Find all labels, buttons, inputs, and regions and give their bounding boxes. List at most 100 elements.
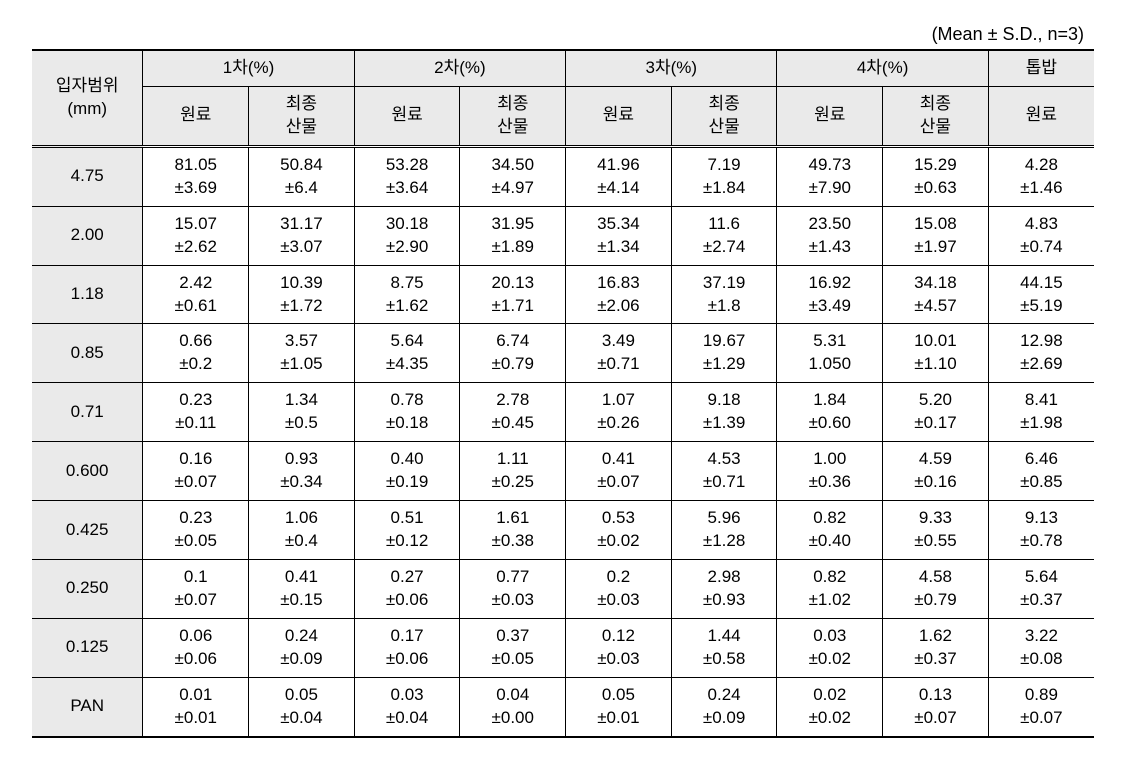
cell: 30.18±2.90 bbox=[354, 206, 460, 265]
header-rowcol-l1: 입자범위 bbox=[36, 75, 138, 98]
header-sub-4a: 원료 bbox=[777, 86, 883, 146]
cell: 0.37±0.05 bbox=[460, 618, 566, 677]
header-sub-2a: 원료 bbox=[354, 86, 460, 146]
cell: 1.84±0.60 bbox=[777, 383, 883, 442]
cell: 0.77±0.03 bbox=[460, 559, 566, 618]
cell: 8.75±1.62 bbox=[354, 265, 460, 324]
cell: 0.12±0.03 bbox=[566, 618, 672, 677]
cell: 0.16±0.07 bbox=[143, 442, 249, 501]
cell: 35.34±1.34 bbox=[566, 206, 672, 265]
cell: 0.1±0.07 bbox=[143, 559, 249, 618]
header-group-3: 3차(%) bbox=[566, 50, 777, 86]
cell: 0.41±0.07 bbox=[566, 442, 672, 501]
table-row: 0.710.23±0.111.34±0.50.78±0.182.78±0.451… bbox=[32, 383, 1094, 442]
cell: 5.20±0.17 bbox=[883, 383, 989, 442]
particle-size-table: 입자범위 (mm) 1차(%) 2차(%) 3차(%) 4차(%) 톱밥 원료 … bbox=[32, 49, 1094, 738]
cell: 0.2±0.03 bbox=[566, 559, 672, 618]
cell: 9.33±0.55 bbox=[883, 501, 989, 560]
cell: 50.84±6.4 bbox=[249, 146, 355, 206]
cell: 4.83±0.74 bbox=[988, 206, 1094, 265]
header-tail-title: 톱밥 bbox=[988, 50, 1094, 86]
header-tail-sub: 원료 bbox=[988, 86, 1094, 146]
cell: 0.01±0.01 bbox=[143, 677, 249, 736]
cell: 23.50±1.43 bbox=[777, 206, 883, 265]
cell: 2.98±0.93 bbox=[671, 559, 777, 618]
cell: 3.57±1.05 bbox=[249, 324, 355, 383]
cell: 5.311.050 bbox=[777, 324, 883, 383]
cell: 0.03±0.02 bbox=[777, 618, 883, 677]
cell: 34.18±4.57 bbox=[883, 265, 989, 324]
cell: 0.82±0.40 bbox=[777, 501, 883, 560]
cell: 0.82±1.02 bbox=[777, 559, 883, 618]
header-sub-1a: 원료 bbox=[143, 86, 249, 146]
cell: 0.06±0.06 bbox=[143, 618, 249, 677]
cell: 31.95±1.89 bbox=[460, 206, 566, 265]
table-row: PAN0.01±0.010.05±0.040.03±0.040.04±0.000… bbox=[32, 677, 1094, 736]
cell: 37.19±1.8 bbox=[671, 265, 777, 324]
cell: 0.51±0.12 bbox=[354, 501, 460, 560]
cell: 0.66±0.2 bbox=[143, 324, 249, 383]
cell: 1.44±0.58 bbox=[671, 618, 777, 677]
cell: 31.17±3.07 bbox=[249, 206, 355, 265]
cell: 1.00±0.36 bbox=[777, 442, 883, 501]
cell: 15.07±2.62 bbox=[143, 206, 249, 265]
header-group-1: 1차(%) bbox=[143, 50, 354, 86]
cell: 5.64±0.37 bbox=[988, 559, 1094, 618]
row-label: 0.85 bbox=[32, 324, 143, 383]
cell: 3.22±0.08 bbox=[988, 618, 1094, 677]
row-label: 1.18 bbox=[32, 265, 143, 324]
cell: 9.18±1.39 bbox=[671, 383, 777, 442]
cell: 0.27±0.06 bbox=[354, 559, 460, 618]
row-label: 0.600 bbox=[32, 442, 143, 501]
cell: 0.02±0.02 bbox=[777, 677, 883, 736]
header-sub-3b: 최종산물 bbox=[671, 86, 777, 146]
cell: 15.29±0.63 bbox=[883, 146, 989, 206]
row-label: 2.00 bbox=[32, 206, 143, 265]
cell: 81.05±3.69 bbox=[143, 146, 249, 206]
cell: 0.05±0.01 bbox=[566, 677, 672, 736]
table-row: 0.4250.23±0.051.06±0.40.51±0.121.61±0.38… bbox=[32, 501, 1094, 560]
header-sub-4b: 최종산물 bbox=[883, 86, 989, 146]
cell: 10.01±1.10 bbox=[883, 324, 989, 383]
cell: 8.41±1.98 bbox=[988, 383, 1094, 442]
cell: 11.6±2.74 bbox=[671, 206, 777, 265]
cell: 1.62±0.37 bbox=[883, 618, 989, 677]
cell: 0.23±0.05 bbox=[143, 501, 249, 560]
cell: 0.13±0.07 bbox=[883, 677, 989, 736]
header-rowcol-l2: (mm) bbox=[36, 98, 138, 121]
cell: 0.41±0.15 bbox=[249, 559, 355, 618]
cell: 0.53±0.02 bbox=[566, 501, 672, 560]
cell: 0.23±0.11 bbox=[143, 383, 249, 442]
cell: 0.78±0.18 bbox=[354, 383, 460, 442]
header-rowcol: 입자범위 (mm) bbox=[32, 50, 143, 146]
row-label: 0.425 bbox=[32, 501, 143, 560]
table-header: 입자범위 (mm) 1차(%) 2차(%) 3차(%) 4차(%) 톱밥 원료 … bbox=[32, 50, 1094, 146]
cell: 16.83±2.06 bbox=[566, 265, 672, 324]
cell: 0.17±0.06 bbox=[354, 618, 460, 677]
table-row: 4.7581.05±3.6950.84±6.453.28±3.6434.50±4… bbox=[32, 146, 1094, 206]
cell: 41.96±4.14 bbox=[566, 146, 672, 206]
cell: 6.46±0.85 bbox=[988, 442, 1094, 501]
cell: 0.89±0.07 bbox=[988, 677, 1094, 736]
table-row: 0.1250.06±0.060.24±0.090.17±0.060.37±0.0… bbox=[32, 618, 1094, 677]
row-label: 0.250 bbox=[32, 559, 143, 618]
table-row: 0.6000.16±0.070.93±0.340.40±0.191.11±0.2… bbox=[32, 442, 1094, 501]
cell: 34.50±4.97 bbox=[460, 146, 566, 206]
cell: 1.61±0.38 bbox=[460, 501, 566, 560]
cell: 0.40±0.19 bbox=[354, 442, 460, 501]
table-caption: (Mean ± S.D., n=3) bbox=[32, 24, 1094, 45]
cell: 16.92±3.49 bbox=[777, 265, 883, 324]
cell: 0.24±0.09 bbox=[671, 677, 777, 736]
table-row: 1.182.42±0.6110.39±1.728.75±1.6220.13±1.… bbox=[32, 265, 1094, 324]
header-group-2: 2차(%) bbox=[354, 50, 565, 86]
row-label: 0.71 bbox=[32, 383, 143, 442]
cell: 0.03±0.04 bbox=[354, 677, 460, 736]
cell: 4.28±1.46 bbox=[988, 146, 1094, 206]
cell: 5.64±4.35 bbox=[354, 324, 460, 383]
table-row: 0.2500.1±0.070.41±0.150.27±0.060.77±0.03… bbox=[32, 559, 1094, 618]
cell: 5.96±1.28 bbox=[671, 501, 777, 560]
cell: 15.08±1.97 bbox=[883, 206, 989, 265]
cell: 1.07±0.26 bbox=[566, 383, 672, 442]
cell: 49.73±7.90 bbox=[777, 146, 883, 206]
cell: 9.13±0.78 bbox=[988, 501, 1094, 560]
